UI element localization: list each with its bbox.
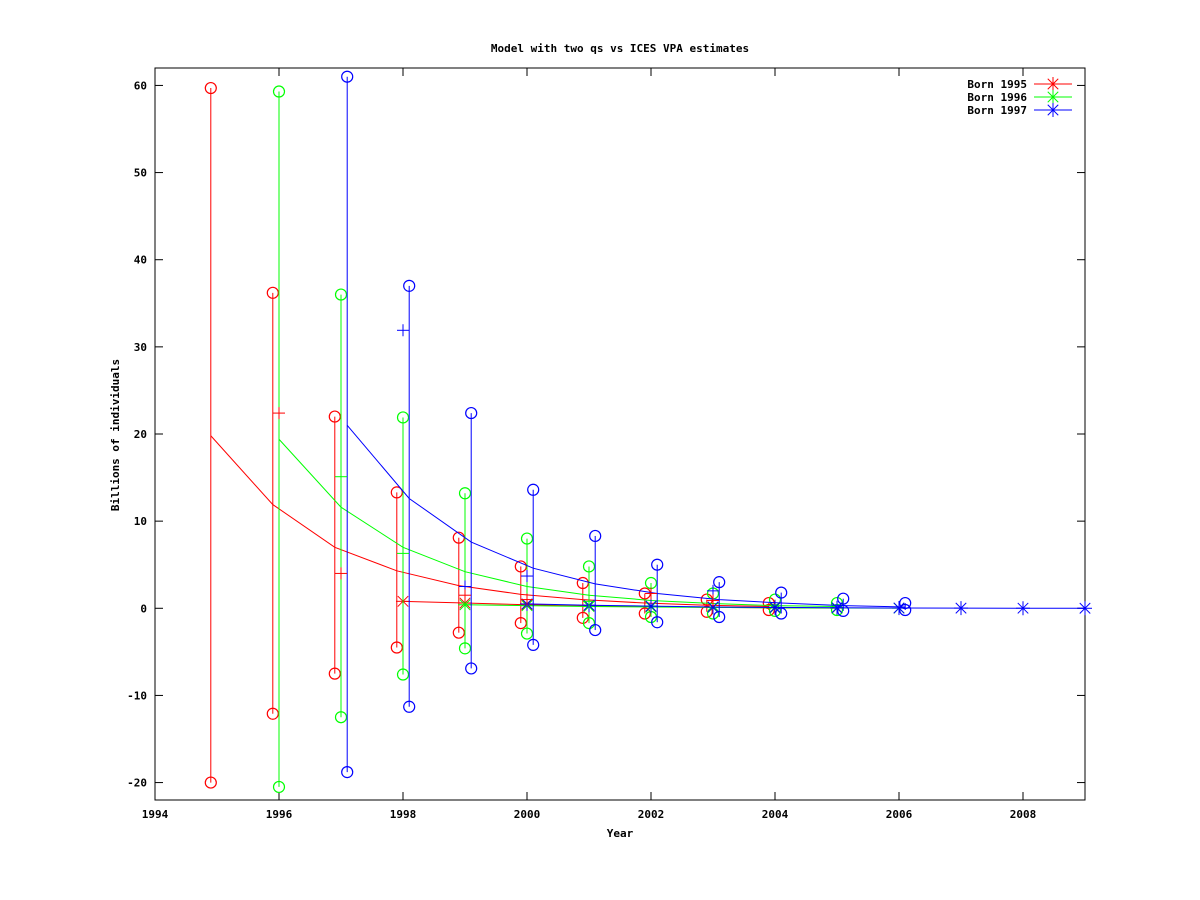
cross-marker bbox=[273, 407, 285, 420]
y-tick-label: -20 bbox=[127, 777, 147, 790]
series-1-lower-bound bbox=[204, 776, 217, 789]
series-3-vpa-point bbox=[1016, 601, 1030, 616]
cross-marker bbox=[521, 570, 533, 583]
series-3-lower-bound bbox=[899, 603, 912, 617]
series-1-lower-bound bbox=[328, 667, 341, 680]
y-tick-label: 40 bbox=[134, 254, 147, 267]
x-tick-label: 2004 bbox=[762, 808, 789, 821]
x-tick-label: 2006 bbox=[886, 808, 913, 821]
series-3-upper-bound bbox=[713, 576, 726, 589]
series-2-upper-bound bbox=[458, 487, 472, 500]
series-1-upper-bound bbox=[328, 410, 341, 423]
y-tick-label: -10 bbox=[127, 689, 147, 702]
cross-marker bbox=[459, 589, 471, 602]
series-3-upper-bound bbox=[341, 70, 354, 83]
series-3-lower-bound bbox=[775, 607, 788, 620]
series-1-lower-bound bbox=[762, 603, 775, 617]
chart-title: Model with two qs vs ICES VPA estimates bbox=[491, 42, 749, 55]
series-2-model-line bbox=[278, 438, 838, 608]
series-2-lower-bound bbox=[582, 616, 596, 630]
series-3-lower-bound bbox=[341, 766, 354, 779]
series-2-upper-bound bbox=[396, 411, 410, 424]
y-axis-label: Billions of individuals bbox=[109, 359, 122, 511]
x-tick-label: 2008 bbox=[1010, 808, 1037, 821]
series-1-upper-bound bbox=[390, 486, 403, 499]
cross-marker bbox=[335, 567, 347, 580]
series-3-upper-bound bbox=[775, 586, 788, 599]
series-1-upper-bound bbox=[204, 81, 217, 95]
y-tick-label: 10 bbox=[134, 515, 147, 528]
series-2-upper-bound bbox=[520, 532, 534, 545]
series-2-lower-bound bbox=[520, 627, 534, 640]
series-1-lower-bound bbox=[638, 607, 651, 620]
series-3-vpa-point bbox=[892, 601, 906, 616]
series-3-vpa-point bbox=[768, 600, 782, 615]
series-3-lower-bound bbox=[527, 638, 540, 651]
plot-frame bbox=[154, 67, 1086, 801]
series-2-upper-bound bbox=[272, 85, 286, 98]
y-tick-label: 20 bbox=[134, 428, 147, 441]
y-tick-label: 50 bbox=[134, 167, 147, 180]
y-tick-label: 30 bbox=[134, 341, 147, 354]
series-3-lower-bound bbox=[713, 610, 726, 624]
series-1-upper-bound bbox=[514, 560, 527, 573]
series-3-upper-bound bbox=[527, 483, 540, 496]
cross-marker bbox=[397, 324, 409, 337]
legend-marker bbox=[1046, 77, 1060, 91]
series-3-upper-bound bbox=[589, 529, 602, 543]
series-1-lower-bound bbox=[266, 707, 279, 720]
series-1-upper-bound bbox=[266, 286, 279, 299]
series-1-lower-bound bbox=[452, 626, 465, 639]
cross-marker bbox=[397, 547, 409, 560]
cross-marker bbox=[521, 593, 533, 606]
series-3-upper-bound bbox=[403, 279, 416, 292]
series-3-lower-bound bbox=[589, 623, 602, 637]
series-3-model-line bbox=[346, 424, 906, 608]
series-2-upper-bound bbox=[582, 560, 596, 573]
series-3-vpa-point bbox=[706, 599, 720, 614]
series-1-lower-bound bbox=[700, 605, 713, 618]
series-2-lower-bound bbox=[272, 780, 286, 794]
x-tick-label: 1998 bbox=[390, 808, 417, 821]
x-axis-label: Year bbox=[607, 827, 634, 840]
series-2-lower-bound bbox=[458, 642, 472, 655]
series-3-upper-bound bbox=[899, 596, 912, 610]
y-tick-label: 0 bbox=[140, 602, 147, 615]
series-3-vpa-line bbox=[526, 603, 1086, 609]
series-3-upper-bound bbox=[465, 406, 478, 420]
x-tick-label: 1996 bbox=[266, 808, 293, 821]
y-tick-label: 60 bbox=[134, 79, 147, 92]
cross-marker bbox=[335, 470, 347, 483]
legend-label: Born 1996 bbox=[967, 91, 1027, 104]
series-1-model-line bbox=[210, 435, 769, 608]
cross-marker bbox=[583, 595, 595, 608]
legend-label: Born 1997 bbox=[967, 104, 1027, 117]
legend-marker bbox=[1046, 90, 1060, 104]
x-tick-label: 2000 bbox=[514, 808, 541, 821]
x-tick-label: 1994 bbox=[142, 808, 169, 821]
plot-area: 1994 1996 1998 2000 2002 2004 2006 2008 -20 -10 0 1… bbox=[127, 67, 1092, 821]
series-1-upper-bound bbox=[576, 576, 589, 590]
series-3-lower-bound bbox=[403, 700, 416, 713]
x-tick-label: 2002 bbox=[638, 808, 665, 821]
series-2-lower-bound bbox=[334, 711, 348, 724]
series-3-lower-bound bbox=[465, 662, 478, 675]
series-3-upper-bound bbox=[651, 558, 664, 571]
cross-marker bbox=[645, 587, 657, 600]
series-2-upper-bound bbox=[334, 288, 348, 301]
legend-label: Born 1995 bbox=[967, 78, 1027, 91]
series-3-vpa-point bbox=[830, 600, 844, 615]
series-3-lower-bound bbox=[651, 616, 664, 629]
series-3-vpa-point bbox=[954, 601, 968, 616]
series-3-upper-bound bbox=[837, 592, 850, 605]
series-3-vpa-point bbox=[644, 599, 658, 614]
series-1-lower-bound bbox=[514, 616, 527, 630]
series-1-lower-bound bbox=[390, 641, 403, 654]
legend-marker bbox=[1046, 103, 1060, 117]
series-2-lower-bound bbox=[396, 668, 410, 681]
cross-marker bbox=[707, 594, 719, 607]
series-3-vpa-point bbox=[1078, 601, 1092, 616]
